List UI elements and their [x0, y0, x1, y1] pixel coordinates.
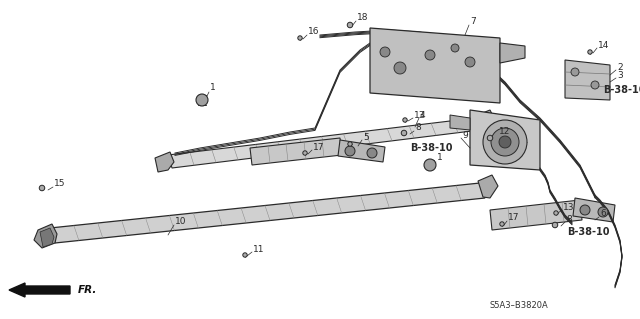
Text: 4: 4: [420, 110, 426, 120]
Text: 1: 1: [210, 84, 216, 93]
Circle shape: [591, 81, 599, 89]
Text: 13: 13: [563, 203, 575, 211]
Text: 3: 3: [617, 71, 623, 80]
Polygon shape: [450, 115, 470, 130]
FancyArrow shape: [9, 283, 70, 297]
Text: 8: 8: [415, 123, 420, 132]
Circle shape: [552, 222, 557, 228]
Text: B-38-10: B-38-10: [567, 227, 609, 237]
Circle shape: [588, 50, 592, 54]
Circle shape: [451, 44, 459, 52]
Circle shape: [425, 50, 435, 60]
Text: 13: 13: [414, 110, 426, 120]
Text: 17: 17: [313, 143, 324, 152]
Circle shape: [196, 94, 208, 106]
Text: 6: 6: [600, 210, 605, 219]
Circle shape: [380, 47, 390, 57]
Polygon shape: [34, 224, 57, 248]
Text: S5A3–B3820A: S5A3–B3820A: [490, 300, 548, 309]
Circle shape: [580, 205, 590, 215]
Text: 17: 17: [508, 213, 520, 222]
Circle shape: [345, 146, 355, 156]
Polygon shape: [50, 183, 485, 243]
Text: 1: 1: [437, 153, 443, 162]
Circle shape: [554, 211, 558, 215]
Circle shape: [491, 128, 519, 156]
Polygon shape: [490, 200, 582, 230]
Circle shape: [367, 148, 377, 158]
Circle shape: [298, 36, 302, 40]
Text: 5: 5: [363, 132, 369, 142]
Text: 11: 11: [253, 244, 264, 254]
Text: 7: 7: [470, 18, 476, 26]
Polygon shape: [470, 110, 540, 170]
Circle shape: [500, 222, 504, 226]
Polygon shape: [250, 138, 342, 165]
Text: FR.: FR.: [78, 285, 97, 295]
Text: B-38-10: B-38-10: [603, 85, 640, 95]
Text: 14: 14: [598, 41, 609, 49]
Polygon shape: [168, 118, 480, 168]
Polygon shape: [565, 60, 610, 100]
Circle shape: [243, 253, 247, 257]
Circle shape: [348, 22, 353, 28]
Circle shape: [571, 68, 579, 76]
Polygon shape: [573, 198, 615, 222]
Polygon shape: [40, 228, 54, 247]
Circle shape: [424, 159, 436, 171]
Circle shape: [499, 136, 511, 148]
Circle shape: [39, 185, 45, 191]
Circle shape: [401, 130, 407, 136]
Circle shape: [394, 62, 406, 74]
Circle shape: [598, 207, 608, 217]
Text: 10: 10: [175, 218, 186, 226]
Text: 16: 16: [308, 27, 319, 36]
Polygon shape: [500, 43, 525, 63]
Text: B-38-10: B-38-10: [410, 143, 452, 153]
Polygon shape: [475, 110, 495, 129]
Circle shape: [403, 118, 407, 122]
Text: 8: 8: [566, 216, 572, 225]
Polygon shape: [155, 152, 174, 172]
Text: 18: 18: [357, 13, 369, 23]
Circle shape: [483, 120, 527, 164]
Text: 9: 9: [462, 130, 468, 139]
Circle shape: [465, 57, 475, 67]
Text: 2: 2: [617, 63, 623, 72]
Polygon shape: [338, 140, 385, 162]
Text: 15: 15: [54, 180, 65, 189]
Circle shape: [348, 142, 352, 146]
Circle shape: [487, 135, 493, 141]
Circle shape: [303, 151, 307, 155]
Text: 12: 12: [499, 128, 510, 137]
Polygon shape: [370, 28, 500, 103]
Polygon shape: [478, 175, 498, 198]
